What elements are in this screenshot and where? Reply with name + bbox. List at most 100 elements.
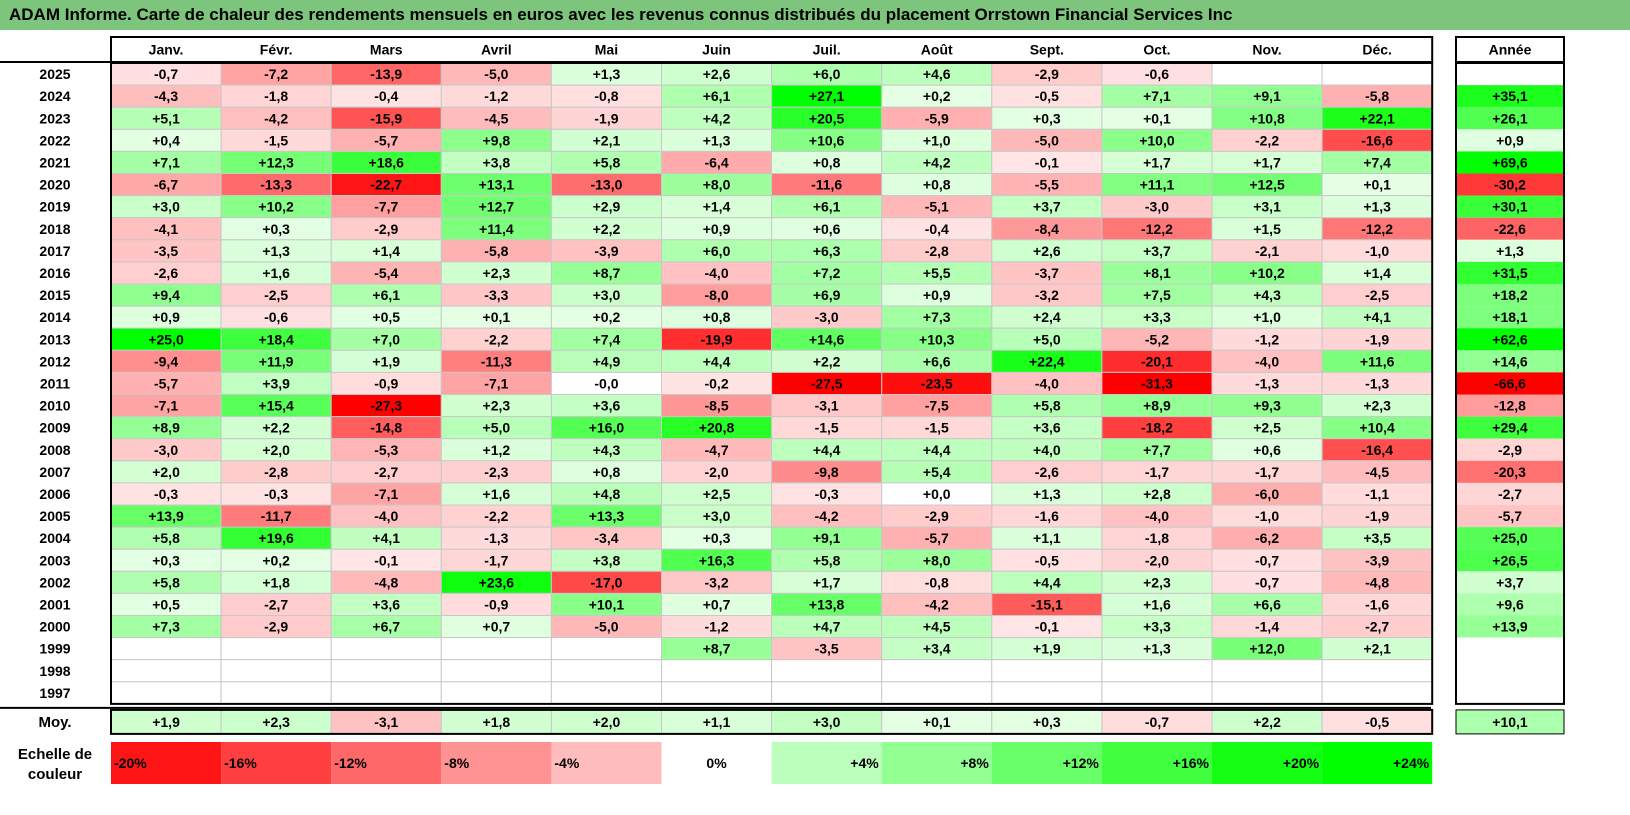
cell-value: -1,3: [1255, 375, 1279, 391]
cell-value: -2,5: [264, 287, 288, 303]
scale-label: Echelle de: [18, 746, 92, 763]
cell-value: -4,2: [815, 508, 839, 524]
year-label: 2015: [39, 287, 70, 303]
year-total-header-box: [1455, 36, 1565, 63]
cell-value: +15,4: [258, 398, 294, 414]
year-label: 2006: [39, 486, 70, 502]
cell-value: +1,3: [703, 132, 731, 148]
heatmap-cell: [440, 681, 552, 705]
cell-value: +2,2: [813, 353, 841, 369]
cell-value: -3,3: [484, 287, 508, 303]
cell-value: -0,4: [374, 88, 398, 104]
cell-value: +6,1: [813, 199, 841, 215]
cell-value: +1,6: [483, 486, 511, 502]
year-total-value: +14,6: [1492, 353, 1528, 369]
year-total-cell: [1456, 460, 1564, 483]
cell-value: -0,6: [264, 309, 288, 325]
cell-value: +4,3: [593, 442, 621, 458]
cell-value: -1,1: [1365, 486, 1389, 502]
cell-value: -0,7: [1255, 574, 1279, 590]
cell-value: +5,1: [152, 110, 180, 126]
year-total-cell: [1456, 195, 1564, 218]
year-total-value: +35,1: [1492, 88, 1528, 104]
cell-value: -6,0: [1255, 486, 1279, 502]
year-total-value: -5,7: [1498, 508, 1522, 524]
year-label: 2025: [39, 66, 70, 82]
average-total-value: +10,1: [1492, 714, 1528, 730]
cell-value: +13,9: [148, 508, 184, 524]
cell-value: -2,7: [264, 596, 288, 612]
cell-value: -0,0: [594, 375, 618, 391]
cell-value: -4,2: [264, 110, 288, 126]
cell-value: +2,2: [593, 221, 621, 237]
year-total-value: +29,4: [1492, 420, 1528, 436]
cell-value: +2,3: [483, 398, 511, 414]
cell-value: +7,5: [1143, 287, 1171, 303]
scale-swatch: [331, 742, 442, 784]
year-total-cell: [1456, 571, 1564, 594]
cell-value: +1,4: [372, 243, 400, 259]
cell-value: -17,0: [590, 574, 622, 590]
cell-value: -2,9: [925, 508, 949, 524]
cell-value: -11,3: [481, 353, 512, 369]
cell-value: -13,9: [370, 66, 402, 82]
scale-label: couleur: [28, 766, 82, 783]
cell-value: -2,3: [484, 464, 508, 480]
cell-value: +5,0: [483, 420, 511, 436]
cell-value: -6,2: [1255, 530, 1279, 546]
cell-value: -8,5: [704, 398, 728, 414]
cell-value: -2,6: [1035, 464, 1059, 480]
cell-value: +0,2: [923, 88, 951, 104]
scale-swatch: [221, 742, 332, 784]
cell-value: -4,5: [484, 110, 508, 126]
cell-value: +8,9: [1143, 398, 1171, 414]
cell-value: +4,2: [923, 154, 951, 170]
year-label: 2013: [39, 331, 70, 347]
scale-value: -12%: [334, 755, 367, 771]
cell-value: +0,8: [813, 154, 841, 170]
heatmap-cell: [1101, 659, 1213, 683]
cell-value: +12,7: [479, 199, 515, 215]
cell-value: +18,6: [369, 154, 405, 170]
cell-value: -3,0: [154, 442, 178, 458]
cell-value: +0,3: [1033, 110, 1061, 126]
scale-swatch: [441, 742, 552, 784]
cell-value: +2,9: [593, 199, 621, 215]
cell-value: +3,4: [923, 641, 951, 657]
cell-value: -3,7: [1035, 265, 1059, 281]
cell-value: -0,3: [264, 486, 288, 502]
heatmap-cell: [1321, 681, 1433, 705]
cell-value: -1,4: [1255, 619, 1279, 635]
cell-value: +7,1: [152, 154, 180, 170]
cell-value: +1,3: [1143, 641, 1171, 657]
scale-value: +12%: [1063, 755, 1100, 771]
cell-value: +6,6: [1253, 596, 1281, 612]
cell-value: -1,7: [1145, 464, 1169, 480]
cell-value: +3,8: [593, 552, 621, 568]
cell-value: -2,0: [1145, 552, 1169, 568]
cell-value: +0,3: [703, 530, 731, 546]
cell-value: +4,1: [372, 530, 400, 546]
cell-value: -3,4: [594, 530, 618, 546]
heatmap-cell: [1211, 659, 1323, 683]
month-header: Juil.: [813, 42, 841, 58]
cell-value: +23,6: [479, 574, 515, 590]
cell-value: +5,8: [593, 154, 621, 170]
year-total-cell: [1456, 527, 1564, 550]
cell-value: +6,6: [923, 353, 951, 369]
heatmap-cell: [220, 659, 332, 683]
cell-value: -4,0: [704, 265, 728, 281]
cell-value: +0,7: [483, 619, 511, 635]
cell-value: +3,7: [1143, 243, 1171, 259]
cell-value: +1,1: [1033, 530, 1061, 546]
year-total-value: +30,1: [1492, 199, 1528, 215]
average-value: +1,1: [703, 714, 731, 730]
cell-value: -1,3: [484, 530, 508, 546]
cell-value: -2,2: [1255, 132, 1279, 148]
average-value: +1,8: [483, 714, 511, 730]
year-total-header: Année: [1489, 42, 1532, 58]
cell-value: -0,3: [154, 486, 178, 502]
cell-value: -13,0: [590, 177, 622, 193]
cell-value: +10,6: [809, 132, 845, 148]
month-header: Août: [921, 42, 953, 58]
